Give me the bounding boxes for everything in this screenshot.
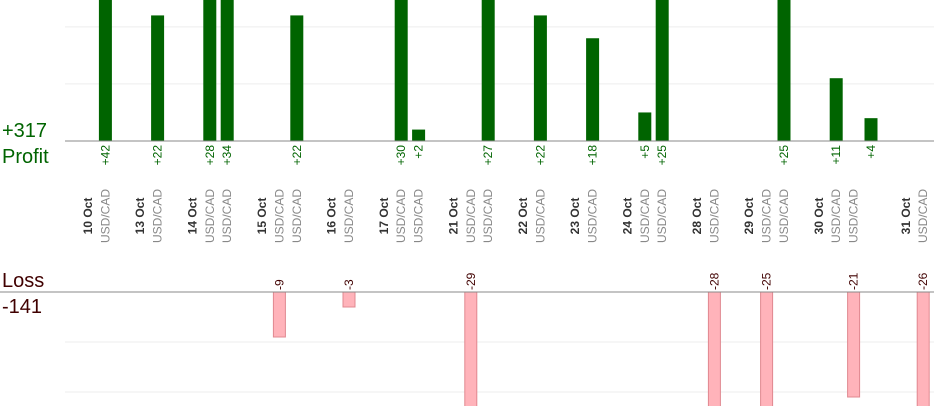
date-label: 31 Oct: [899, 198, 913, 235]
value-label: +30: [394, 145, 408, 166]
value-label: -28: [707, 272, 721, 290]
profit-bar: [586, 38, 600, 141]
profit-bar: [203, 0, 217, 141]
profit-bar: [481, 0, 495, 141]
date-label: 29 Oct: [742, 198, 756, 235]
loss-bar: [847, 292, 861, 398]
profit-bar: [394, 0, 408, 141]
instrument-label: USD/CAD: [464, 189, 478, 243]
instrument-label: USD/CAD: [220, 189, 234, 243]
value-label: -3: [342, 279, 356, 290]
profit-label: Profit: [2, 146, 49, 168]
value-label: +25: [655, 145, 669, 166]
date-label: 17 Oct: [377, 198, 391, 235]
profit-bar: [777, 0, 791, 141]
date-label: 13 Oct: [133, 198, 147, 235]
instrument-label: USD/CAD: [98, 189, 112, 243]
value-label: -26: [916, 272, 930, 290]
loss-bar: [272, 292, 286, 338]
value-label: +22: [290, 145, 304, 166]
date-label: 24 Oct: [620, 198, 634, 235]
date-label: 16 Oct: [325, 198, 339, 235]
value-label: +4: [864, 145, 878, 159]
profit-bar: [220, 0, 234, 141]
value-label: +28: [203, 145, 217, 166]
date-label: 30 Oct: [812, 198, 826, 235]
instrument-label: USD/CAD: [203, 189, 217, 243]
profit-bar: [290, 15, 304, 141]
instrument-label: USD/CAD: [707, 189, 721, 243]
instrument-label: USD/CAD: [342, 189, 356, 243]
profit-bar: [412, 129, 426, 141]
profit-bar: [533, 15, 547, 141]
instrument-label: USD/CAD: [412, 189, 426, 243]
instrument-label: USD/CAD: [760, 189, 774, 243]
profit-bar: [829, 78, 843, 141]
date-label: 22 Oct: [516, 198, 530, 235]
profit-panel: [65, 0, 934, 141]
loss-bar: [464, 292, 478, 406]
instrument-label: USD/CAD: [638, 189, 652, 243]
date-label: 14 Oct: [185, 198, 199, 235]
profit-bar: [655, 0, 669, 141]
instrument-label: USD/CAD: [151, 189, 165, 243]
loss-label: Loss: [2, 270, 44, 292]
loss-bar: [760, 292, 774, 406]
date-label: 21 Oct: [446, 198, 460, 235]
value-label: +5: [638, 145, 652, 159]
date-label: 23 Oct: [568, 198, 582, 235]
loss-bar: [916, 292, 930, 406]
instrument-label: USD/CAD: [916, 189, 930, 243]
instrument-label: USD/CAD: [847, 189, 861, 243]
loss-panel: [65, 292, 934, 406]
value-label: -25: [760, 272, 774, 290]
value-label: +27: [481, 145, 495, 166]
profit-bar: [98, 0, 112, 141]
profit-total: +317: [2, 120, 47, 142]
value-label: -9: [272, 279, 286, 290]
loss-total: -141: [2, 296, 42, 318]
instrument-label: USD/CAD: [272, 189, 286, 243]
value-label: +11: [829, 145, 843, 165]
value-label: +25: [777, 145, 791, 166]
profit-bar: [638, 112, 652, 141]
instrument-label: USD/CAD: [533, 189, 547, 243]
loss-bar: [707, 292, 721, 406]
date-label: 15 Oct: [255, 198, 269, 235]
date-label: 10 Oct: [81, 198, 95, 235]
value-label: +2: [412, 145, 426, 159]
value-label: -29: [464, 272, 478, 290]
instrument-label: USD/CAD: [481, 189, 495, 243]
value-label: +34: [220, 145, 234, 166]
value-label: +22: [151, 145, 165, 166]
date-label: 28 Oct: [690, 198, 704, 235]
value-label: -21: [847, 272, 861, 290]
profit-bar: [151, 15, 165, 141]
profit-bar: [864, 118, 878, 141]
instrument-label: USD/CAD: [655, 189, 669, 243]
instrument-label: USD/CAD: [586, 189, 600, 243]
value-label: +42: [98, 145, 112, 166]
instrument-label: USD/CAD: [777, 189, 791, 243]
value-label: +18: [586, 145, 600, 166]
instrument-label: USD/CAD: [290, 189, 304, 243]
instrument-label: USD/CAD: [829, 189, 843, 243]
instrument-label: USD/CAD: [394, 189, 408, 243]
value-label: +22: [533, 145, 547, 166]
loss-bar: [342, 292, 356, 308]
